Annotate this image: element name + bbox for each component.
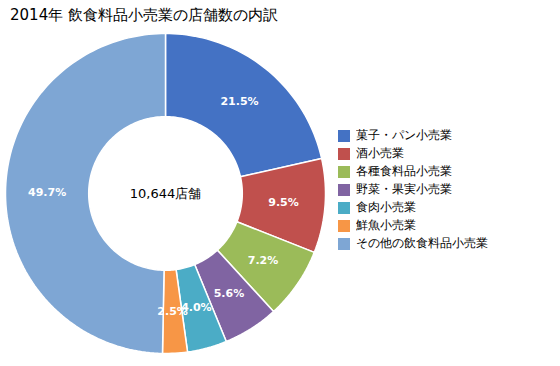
svg-text:10,644店舗: 10,644店舗 xyxy=(130,186,202,201)
html-text:鮮魚小売業: 鮮魚小売業 xyxy=(356,218,416,232)
html-text:2014年 飲食料品小売業の店舗数の内訳: 2014年 飲食料品小売業の店舗数の内訳 xyxy=(10,6,278,24)
svg-text:4.0%: 4.0% xyxy=(181,301,212,315)
svg-text:21.5%: 21.5% xyxy=(220,95,258,108)
svg-text:49.7%: 49.7% xyxy=(28,186,66,199)
svg-text:5.6%: 5.6% xyxy=(214,287,245,300)
html-text:食肉小売業: 食肉小売業 xyxy=(356,200,416,214)
svg-text:9.5%: 9.5% xyxy=(268,196,299,209)
html-text:酒小売業: 酒小売業 xyxy=(356,146,404,160)
html-text:その他の飲食料品小売業: その他の飲食料品小売業 xyxy=(356,236,488,250)
svg-text:7.2%: 7.2% xyxy=(248,254,279,267)
html-text:野菜・果実小売業: 野菜・果実小売業 xyxy=(356,182,452,196)
html-text:菓子・パン小売業: 菓子・パン小売業 xyxy=(356,128,452,142)
svg-text:2.5%: 2.5% xyxy=(157,305,188,318)
html-text:各種食料品小売業: 各種食料品小売業 xyxy=(356,164,452,178)
